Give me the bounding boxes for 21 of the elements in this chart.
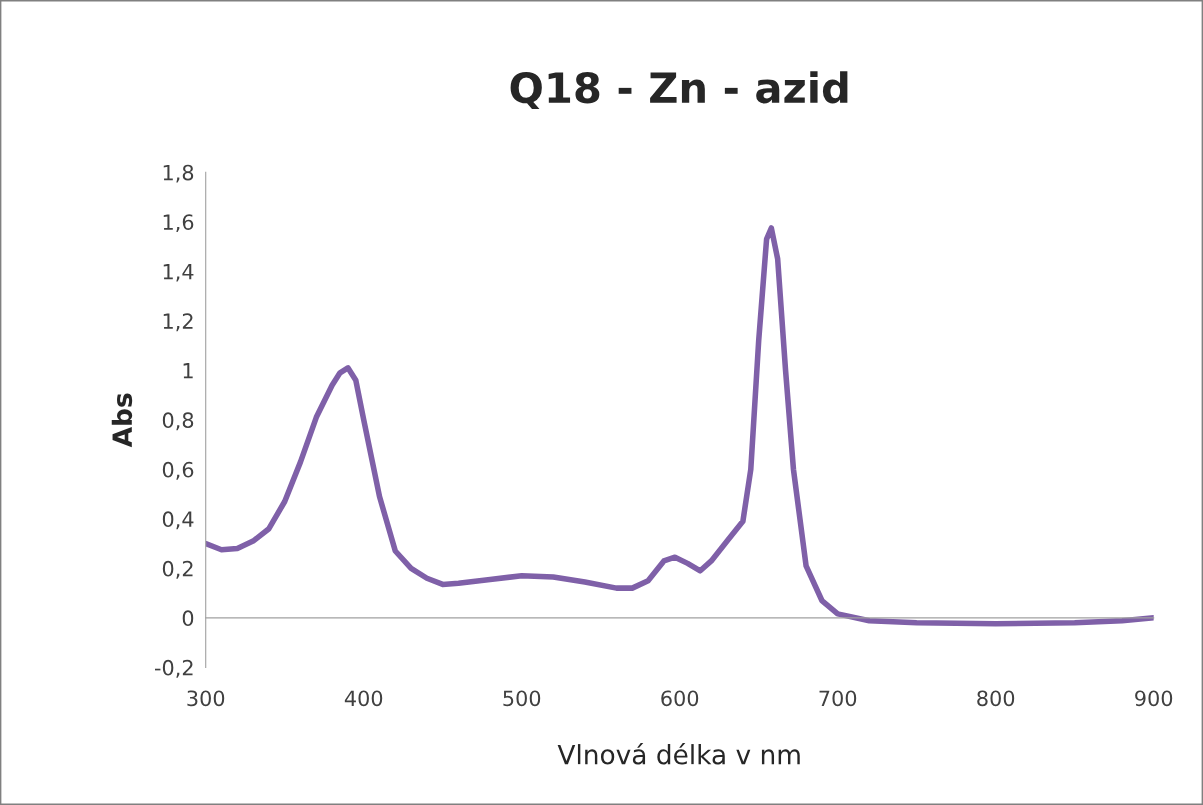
y-tick-label: 1,8 bbox=[163, 164, 194, 183]
chart-title: Q18 - Zn - azid bbox=[510, 71, 848, 109]
y-tick-label: 1,6 bbox=[163, 214, 194, 233]
y-tick-label: 1 bbox=[183, 363, 193, 379]
y-axis-title: Abs bbox=[111, 393, 133, 448]
x-tick-label: 500 bbox=[503, 690, 541, 707]
x-tick-label: 600 bbox=[661, 690, 699, 707]
x-tick-label: 700 bbox=[819, 690, 857, 707]
y-tick-label: 0,4 bbox=[162, 511, 194, 530]
y-tick-label: 0,2 bbox=[162, 560, 193, 579]
y-tick-label: 0,6 bbox=[162, 461, 194, 480]
y-tick-label: -0,2 bbox=[154, 659, 193, 678]
y-tick-label: 1,4 bbox=[163, 264, 194, 282]
x-tick-label: 400 bbox=[344, 690, 383, 707]
y-tick-label: 0 bbox=[182, 610, 194, 627]
y-tick-label: 0,8 bbox=[162, 412, 194, 431]
y-tick-label: 1,2 bbox=[163, 313, 193, 332]
x-axis-title: Vlnová délka v nm bbox=[557, 743, 800, 765]
x-tick-label: 300 bbox=[187, 690, 225, 707]
x-tick-label: 900 bbox=[1135, 690, 1173, 707]
x-tick-label: 800 bbox=[977, 690, 1015, 707]
